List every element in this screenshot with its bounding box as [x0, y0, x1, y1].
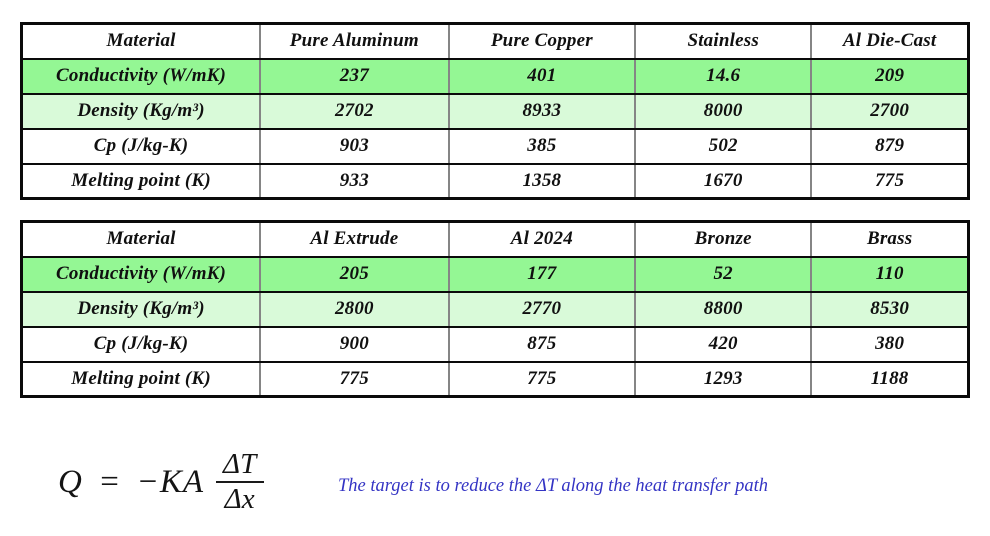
- table-cell: 110: [810, 255, 970, 293]
- table2-header-material: Material: [20, 220, 262, 258]
- table-cell: 2770: [447, 290, 637, 328]
- table2-row-conductivity: Conductivity (W/mK) 205 177 52 110: [20, 255, 970, 293]
- table1-row-melting-point: Melting point (K) 933 1358 1670 775: [20, 162, 970, 200]
- table-cell: 1293: [634, 360, 813, 398]
- row-label: Cp (J/kg-K): [20, 325, 262, 363]
- table-cell: 401: [447, 57, 637, 95]
- table2-row-cp: Cp (J/kg-K) 900 875 420 380: [20, 325, 970, 363]
- row-label: Density (Kg/m³): [20, 92, 262, 130]
- table1-row-density: Density (Kg/m³) 2702 8933 8000 2700: [20, 92, 970, 130]
- table2-header-bronze: Bronze: [634, 220, 813, 258]
- table2-header-al-2024: Al 2024: [447, 220, 637, 258]
- table-cell: 420: [634, 325, 813, 363]
- table-cell: 1670: [634, 162, 813, 200]
- table-cell: 8000: [634, 92, 813, 130]
- table1-row-conductivity: Conductivity (W/mK) 237 401 14.6 209: [20, 57, 970, 95]
- table-cell: 1358: [447, 162, 637, 200]
- equation-fraction: ΔT Δx: [214, 448, 265, 516]
- table2-row-density: Density (Kg/m³) 2800 2770 8800 8530: [20, 290, 970, 328]
- table-cell: 14.6: [634, 57, 813, 95]
- row-label: Conductivity (W/mK): [20, 255, 262, 293]
- table-cell: 2700: [810, 92, 970, 130]
- equation-lhs: Q = −KA: [58, 463, 205, 500]
- fourier-law-equation: Q = −KA ΔT Δx: [58, 448, 265, 516]
- table1-header-pure-aluminum: Pure Aluminum: [259, 22, 450, 60]
- table-cell: 879: [810, 127, 970, 165]
- table-cell: 502: [634, 127, 813, 165]
- table-cell: 900: [259, 325, 450, 363]
- table-cell: 52: [634, 255, 813, 293]
- table2-row-melting-point: Melting point (K) 775 775 1293 1188: [20, 360, 970, 398]
- table-cell: 875: [447, 325, 637, 363]
- table-cell: 205: [259, 255, 450, 293]
- equation-denominator: Δx: [215, 481, 264, 515]
- material-tables: Material Pure Aluminum Pure Copper Stain…: [20, 22, 970, 398]
- table-cell: 775: [810, 162, 970, 200]
- table-cell: 8530: [810, 290, 970, 328]
- table-cell: 775: [259, 360, 450, 398]
- table-cell: 903: [259, 127, 450, 165]
- table2-header-brass: Brass: [810, 220, 970, 258]
- table1-header-stainless: Stainless: [634, 22, 813, 60]
- table1-header-pure-copper: Pure Copper: [447, 22, 637, 60]
- table-cell: 385: [447, 127, 637, 165]
- equation-numerator: ΔT: [223, 448, 257, 480]
- row-label: Melting point (K): [20, 162, 262, 200]
- table-cell: 8933: [447, 92, 637, 130]
- target-note-text: The target is to reduce the ΔT along the…: [338, 476, 768, 496]
- material-properties-table-1: Material Pure Aluminum Pure Copper Stain…: [20, 22, 970, 200]
- table-cell: 177: [447, 255, 637, 293]
- row-label: Melting point (K): [20, 360, 262, 398]
- row-label: Conductivity (W/mK): [20, 57, 262, 95]
- table-cell: 380: [810, 325, 970, 363]
- table-cell: 1188: [810, 360, 970, 398]
- table-cell: 933: [259, 162, 450, 200]
- table2-header-row: Material Al Extrude Al 2024 Bronze Brass: [20, 220, 970, 258]
- material-properties-table-2: Material Al Extrude Al 2024 Bronze Brass…: [20, 220, 970, 398]
- table1-header-material: Material: [20, 22, 262, 60]
- row-label: Cp (J/kg-K): [20, 127, 262, 165]
- table1-header-row: Material Pure Aluminum Pure Copper Stain…: [20, 22, 970, 60]
- row-label: Density (Kg/m³): [20, 290, 262, 328]
- table-cell: 2800: [259, 290, 450, 328]
- table-cell: 2702: [259, 92, 450, 130]
- table1-row-cp: Cp (J/kg-K) 903 385 502 879: [20, 127, 970, 165]
- table-cell: 8800: [634, 290, 813, 328]
- table-cell: 237: [259, 57, 450, 95]
- table2-header-al-extrude: Al Extrude: [259, 220, 450, 258]
- table-cell: 209: [810, 57, 970, 95]
- table1-header-al-die-cast: Al Die-Cast: [810, 22, 970, 60]
- table-cell: 775: [447, 360, 637, 398]
